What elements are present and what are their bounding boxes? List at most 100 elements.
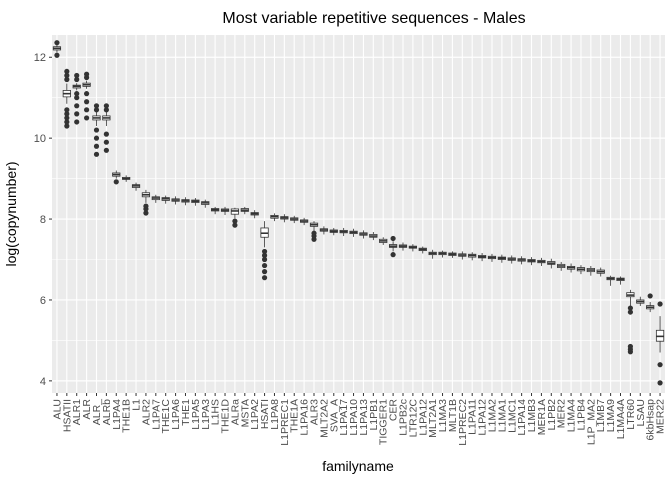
outlier-point [261,252,268,259]
outlier-point [627,343,633,350]
y-tick-label: 10 [34,133,46,145]
outlier-point [74,76,80,83]
y-axis: 4 6 8 10 12 [34,52,52,388]
x-tick-label: L1HS [210,399,222,425]
x-tick-label: L1PA5 [190,399,202,430]
outlier-point [54,52,60,58]
box-l1pb4 [576,265,586,275]
outlier-point [74,111,80,117]
outlier-point [103,107,109,113]
x-tick-label: L1PA7 [150,399,162,430]
outlier-point [390,235,396,242]
x-tick-label: LSAU [635,399,647,426]
box-l1 [131,182,141,191]
outlier-point [74,91,80,97]
x-tick-label: MER22 [655,399,667,434]
x-tick-label: ALR_ [91,399,103,425]
box-l1hs [211,206,220,215]
y-tick-label: 6 [40,295,46,307]
box-alr- [92,103,101,157]
box-tigger1 [379,237,388,245]
x-tick-label: L1PA11 [467,399,479,435]
box-the1c [161,195,170,204]
x-tick-label: MER1A [536,399,548,435]
chart-title: Most variable repetitive sequences - Mal… [222,10,525,27]
outlier-point [74,72,80,79]
x-tick-label: THE1D [220,399,232,434]
outlier-point [261,256,268,263]
x-tick-label: L1PB2c [397,399,409,436]
x-tick-label: L1MA4 [566,399,578,432]
x-tick-label: ALR [81,399,93,420]
box-ltr12c [408,244,417,252]
box-alrb [102,103,111,153]
y-tick-label: 4 [40,376,46,388]
outlier-point [93,103,100,109]
box-l1pb1 [369,232,378,241]
box-l1pa10 [349,228,358,237]
x-tick-label: L1P_MA2 [585,399,597,445]
box-l1pb2c [398,242,408,251]
x-tick-label: ALRb [101,399,113,425]
box-mlt2a1 [428,249,437,259]
box-l1pa3 [201,199,210,208]
x-tick-label: 6kbHsap [645,399,657,441]
box-alr2 [141,189,151,216]
outlier-point [232,222,238,228]
outlier-point [84,99,90,105]
x-tick-label: L1PREC2 [457,399,469,446]
x-tick-label: L1PA17 [338,399,350,436]
x-tick-label: L1MA9 [605,399,617,432]
x-tick-label: L1PB1 [368,399,380,431]
outlier-point [261,248,268,255]
box-alr3 [309,221,319,242]
x-tick-label: THE1B [121,399,133,433]
box-the1a [290,215,299,224]
box-l1ma3 [438,250,447,258]
outlier-point [84,71,90,77]
x-tick-label: MLT2A2 [318,399,330,438]
x-tick-label: L1PA3 [200,399,212,430]
box-alra [230,207,240,228]
x-tick-label: L1PA14 [516,399,528,436]
box-l1pa17 [339,227,348,237]
x-tick-label: MSTA [239,399,251,427]
x-tick-label: L1PB2 [546,399,558,431]
x-tick-label: TIGGER1 [378,399,390,445]
x-tick-label: L1PREC1 [279,399,291,446]
outlier-point [232,218,238,224]
box-l1pa12 [477,253,487,262]
outlier-point [143,210,149,216]
box-l1ma4 [566,263,576,273]
box-cer [388,235,398,258]
outlier-point [657,301,663,307]
outlier-point [143,203,149,209]
outlier-point [93,135,100,141]
x-axis: ALUHSATIIALR1ALRALR_ALRbL1PA4THE1BL1ALR2… [51,393,667,446]
outlier-point [657,362,663,368]
box-l1pa14 [517,256,526,265]
x-tick-label: LTR12C [407,399,419,438]
box-l1prec1 [280,214,289,223]
x-tick-label: L1PB4 [575,399,587,431]
outlier-point [93,151,100,157]
outlier-point [74,95,80,101]
x-tick-label: SVA_A [328,399,340,432]
box-l1mb7 [596,267,605,277]
outlier-point [64,107,70,113]
outlier-point [647,293,653,299]
x-tick-label: L1 [131,399,143,411]
y-axis-label: log(copynumber) [3,161,19,266]
box-l1pa16 [300,217,309,226]
x-axis-label: familyname [322,458,394,474]
box-mlt1b [448,251,457,258]
outlier-point [84,91,90,97]
x-tick-label: ALU [51,399,63,419]
x-tick-label: L1PA12 [417,399,429,436]
box-l1pa6 [171,196,180,205]
x-tick-label: L1MC1 [506,399,518,433]
x-tick-label: ALRa [229,399,241,425]
box-hsati [260,221,269,281]
x-tick-label: L1MB3 [526,399,538,432]
x-tick-label: LTR60 [625,399,637,430]
